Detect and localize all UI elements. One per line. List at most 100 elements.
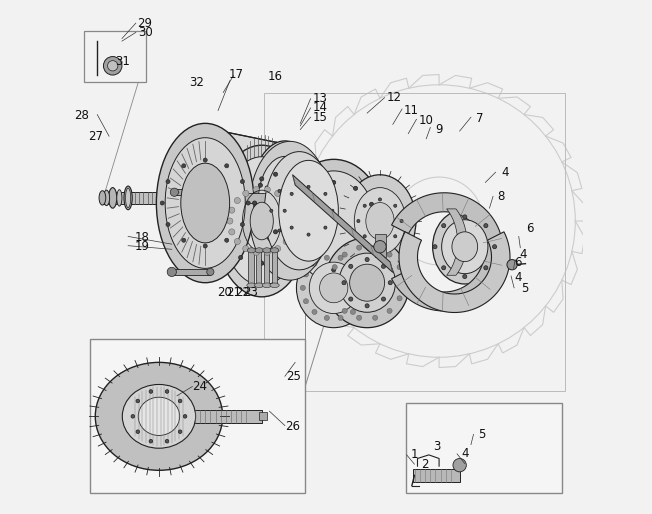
Ellipse shape [156,123,254,283]
Circle shape [357,245,362,250]
Circle shape [243,190,249,196]
Circle shape [252,201,257,205]
Circle shape [274,246,281,252]
Circle shape [182,238,186,242]
Circle shape [170,188,179,196]
Circle shape [307,186,310,189]
Circle shape [273,230,278,234]
Circle shape [370,246,374,250]
Circle shape [312,186,315,189]
Text: 4: 4 [501,166,509,179]
Circle shape [324,192,327,195]
Ellipse shape [452,232,478,262]
Ellipse shape [138,397,180,435]
Circle shape [387,252,392,257]
Circle shape [166,223,170,227]
Text: 32: 32 [189,76,204,89]
Circle shape [264,249,271,255]
Ellipse shape [282,159,385,293]
Bar [256,250,261,285]
Circle shape [332,265,337,270]
Circle shape [283,209,286,212]
Text: 3: 3 [433,439,440,453]
Circle shape [288,176,291,179]
Circle shape [307,183,312,187]
Circle shape [258,219,263,223]
Ellipse shape [264,152,334,270]
Circle shape [183,414,187,418]
Ellipse shape [109,188,117,208]
Circle shape [318,229,321,232]
Circle shape [104,57,122,75]
Ellipse shape [325,237,409,328]
Circle shape [296,240,301,244]
Text: 30: 30 [138,26,153,39]
Text: 7: 7 [477,112,484,125]
Text: 20: 20 [217,286,232,300]
Circle shape [301,285,305,290]
Text: 11: 11 [404,104,419,117]
Circle shape [291,218,297,224]
Circle shape [350,309,355,315]
Circle shape [324,255,329,261]
Text: 4: 4 [461,447,469,461]
Circle shape [381,264,385,268]
Ellipse shape [117,190,122,206]
Ellipse shape [250,141,320,265]
Ellipse shape [247,283,256,288]
Circle shape [160,201,164,205]
Circle shape [394,235,397,238]
Polygon shape [293,175,393,272]
Circle shape [225,164,229,168]
Circle shape [453,458,466,472]
Circle shape [256,209,259,212]
Ellipse shape [291,171,376,281]
Circle shape [246,201,250,205]
Text: 10: 10 [419,114,433,127]
Ellipse shape [271,248,278,253]
Circle shape [463,274,467,279]
Text: 5: 5 [478,428,486,441]
Circle shape [203,244,207,248]
Ellipse shape [99,191,106,205]
Circle shape [365,258,369,262]
Ellipse shape [123,384,196,448]
Circle shape [349,264,353,268]
Text: 16: 16 [268,69,283,83]
Bar [174,189,208,195]
Circle shape [294,203,298,206]
Circle shape [303,272,308,277]
Circle shape [298,237,301,240]
Circle shape [329,280,334,285]
Circle shape [223,240,228,244]
Circle shape [149,390,153,393]
Circle shape [243,246,249,252]
Circle shape [302,219,306,223]
Circle shape [292,172,296,176]
Circle shape [338,315,343,320]
Ellipse shape [263,248,271,253]
Text: 21: 21 [226,286,241,300]
Circle shape [264,187,271,193]
Circle shape [270,209,273,212]
Circle shape [397,265,402,270]
Circle shape [292,230,296,234]
Circle shape [229,207,235,213]
Circle shape [165,439,169,443]
Bar [271,250,276,285]
Circle shape [357,219,360,223]
Polygon shape [203,127,293,279]
Circle shape [484,224,488,228]
Ellipse shape [95,362,222,470]
Text: 5: 5 [521,282,528,296]
Circle shape [178,430,182,433]
Bar [406,403,563,493]
Circle shape [227,218,233,224]
Circle shape [484,266,488,270]
Text: 9: 9 [436,123,443,136]
Circle shape [281,255,285,260]
Circle shape [234,197,241,204]
Circle shape [288,242,291,245]
Circle shape [326,209,329,212]
Ellipse shape [126,188,130,208]
